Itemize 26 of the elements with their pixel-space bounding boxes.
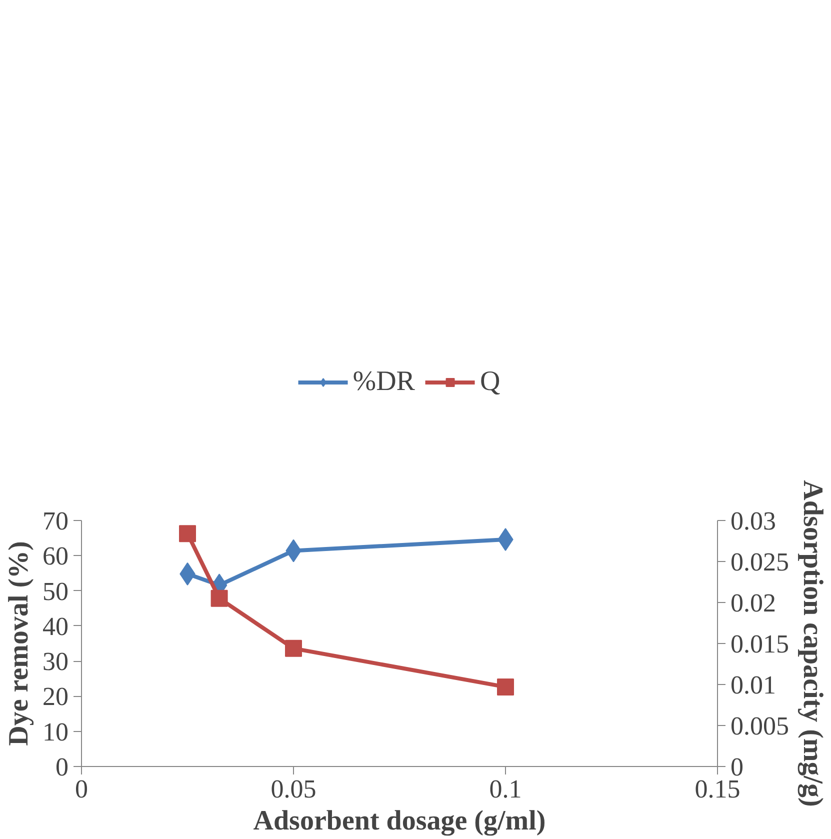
- x-tick-label: 0: [75, 774, 88, 804]
- x-axis-title: Adsorbent dosage (g/ml): [253, 806, 546, 836]
- point: [497, 678, 514, 696]
- y-tick-label: 40: [42, 612, 68, 641]
- y2-tick-label: 0.02: [730, 588, 776, 618]
- y-tick-label: 20: [42, 682, 68, 712]
- x-tick-label: 0.05: [270, 774, 316, 804]
- legend-label: Q: [480, 366, 500, 398]
- y2-tick-label: 0.01: [730, 670, 776, 700]
- y-tick-label: 0: [56, 752, 68, 782]
- y2-tick-label: 0.005: [730, 712, 789, 740]
- point: [179, 525, 196, 542]
- y-tick-label: 60: [42, 542, 68, 571]
- x-tick-label: 0.1: [489, 774, 522, 804]
- y-axis-title: Dye removal (%): [4, 541, 34, 746]
- y-tick-label: 50: [42, 576, 68, 606]
- y-tick-label: 70: [42, 506, 68, 536]
- legend-label: %DR: [352, 366, 415, 398]
- y-tick-label: 10: [42, 717, 68, 746]
- point: [210, 590, 228, 607]
- y2-tick-label: 0.015: [730, 630, 789, 658]
- y2-tick-label: 0.025: [730, 548, 789, 576]
- point: [285, 640, 302, 657]
- y-tick-label: 30: [42, 647, 68, 676]
- y2-tick-label: 0.03: [730, 506, 776, 536]
- y2-axis-title: Adsorption capacity (mg/g): [797, 480, 828, 807]
